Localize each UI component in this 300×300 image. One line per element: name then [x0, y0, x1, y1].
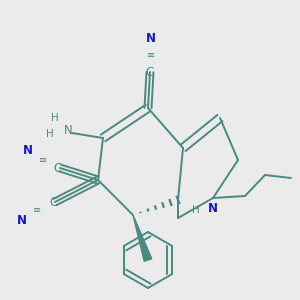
Polygon shape [133, 215, 152, 261]
Text: N: N [17, 214, 27, 226]
Text: H: H [192, 205, 200, 215]
Text: H: H [51, 113, 59, 123]
Text: N: N [23, 143, 33, 157]
Text: ≡: ≡ [147, 50, 155, 60]
Text: ≡: ≡ [39, 155, 47, 165]
Text: ≡: ≡ [33, 205, 41, 215]
Text: N: N [146, 32, 156, 44]
Text: N: N [64, 124, 72, 136]
Text: C: C [49, 196, 57, 208]
Text: H: H [46, 129, 54, 139]
Text: C: C [146, 67, 154, 80]
Text: C: C [54, 163, 62, 176]
Text: N: N [208, 202, 218, 214]
